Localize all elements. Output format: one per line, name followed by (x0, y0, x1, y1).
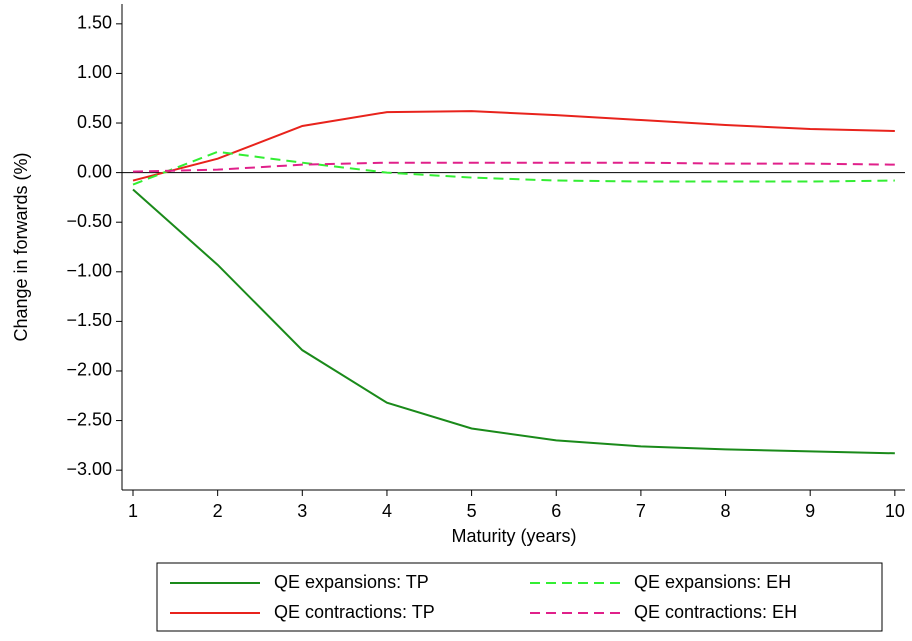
series-line (132, 150, 895, 186)
x-tick-label: 8 (721, 501, 731, 521)
x-tick-label: 1 (128, 501, 138, 521)
y-tick-label: −1.50 (66, 310, 112, 330)
x-tick-label: 3 (297, 501, 307, 521)
y-tick-label: 0.50 (77, 112, 112, 132)
y-tick-label: −1.00 (66, 261, 112, 281)
x-tick-label: 9 (805, 501, 815, 521)
x-tick-label: 7 (636, 501, 646, 521)
y-tick-label: 0.00 (77, 161, 112, 181)
x-axis-label: Maturity (years) (451, 526, 576, 546)
legend-label: QE expansions: TP (274, 572, 429, 592)
y-tick-label: −2.50 (66, 409, 112, 429)
y-tick-label: 1.00 (77, 62, 112, 82)
legend-label: QE expansions: EH (634, 572, 791, 592)
series-line (132, 161, 895, 173)
x-tick-label: 4 (382, 501, 392, 521)
x-tick-label: 2 (213, 501, 223, 521)
y-axis-label: Change in forwards (%) (11, 152, 31, 341)
legend-box (156, 562, 883, 632)
series-line (132, 188, 895, 455)
series-line (132, 110, 895, 182)
legend-label: QE contractions: TP (274, 602, 435, 622)
x-tick-label: 6 (551, 501, 561, 521)
y-tick-label: −0.50 (66, 211, 112, 231)
y-tick-label: 1.50 (77, 13, 112, 33)
y-tick-label: −3.00 (66, 459, 112, 479)
x-tick-label: 5 (467, 501, 477, 521)
legend-label: QE contractions: EH (634, 602, 797, 622)
y-tick-label: −2.00 (66, 360, 112, 380)
x-tick-label: 10 (885, 501, 905, 521)
